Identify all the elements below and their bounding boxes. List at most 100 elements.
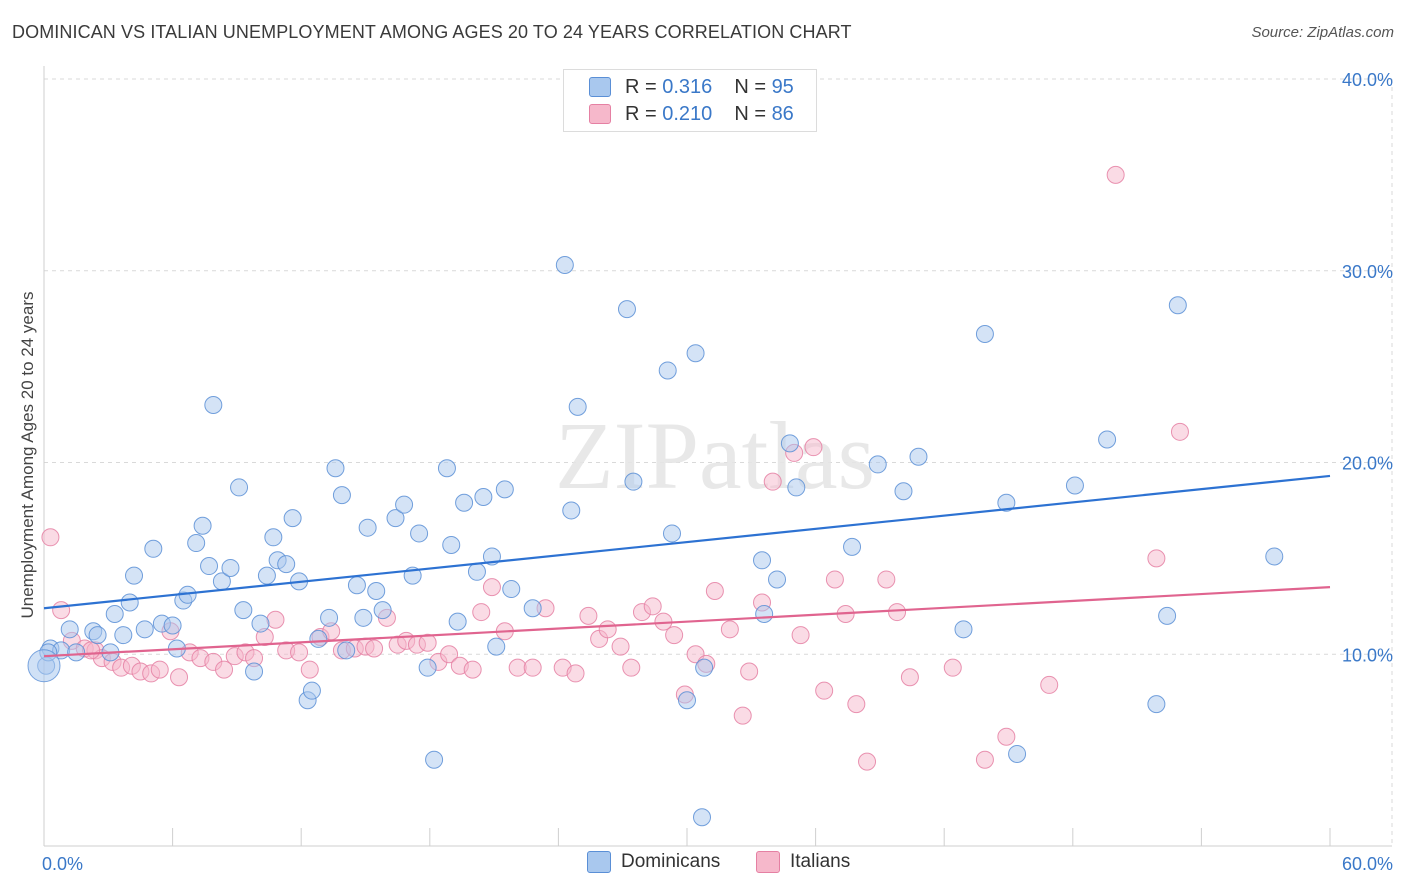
dominicans-point [245, 662, 264, 681]
italians-point [825, 570, 844, 589]
italians-point [1106, 165, 1125, 184]
dominicans-point [843, 537, 862, 556]
italians-point [877, 570, 896, 589]
dominicans-points [27, 255, 1284, 827]
italians-r-value: 0.210 [662, 102, 713, 125]
dominicans-point [755, 604, 774, 623]
italians-legend-swatch [756, 851, 780, 873]
dominicans-point [562, 501, 581, 520]
dominicans-point [768, 570, 787, 589]
dominicans-point [954, 620, 973, 639]
dominicans-point [617, 300, 636, 319]
dominicans-point [662, 524, 681, 543]
dominicans-legend-swatch [587, 851, 611, 873]
dominicans-point [187, 534, 206, 553]
dominicans-point [753, 551, 772, 570]
dominicans-point [975, 325, 994, 344]
dominicans-point [337, 641, 356, 660]
dominicans-point [395, 495, 414, 514]
legend-row-italians: R = 0.210 N = 86 [589, 102, 794, 126]
dominicans-point [1168, 296, 1187, 315]
italians-point [170, 668, 189, 687]
italians-point [943, 658, 962, 677]
italians-point [365, 639, 384, 658]
italians-point [705, 581, 724, 600]
dominicans-point [347, 576, 366, 595]
dominicans-point [1098, 430, 1117, 449]
italians-point [566, 664, 585, 683]
dominicans-swatch [589, 77, 611, 97]
dominicans-point [88, 626, 107, 645]
r-label: R = [625, 102, 657, 125]
italians-point [611, 637, 630, 656]
italians-point [1040, 675, 1059, 694]
italians-point [463, 660, 482, 679]
dominicans-point [467, 562, 486, 581]
italians-point [523, 658, 542, 677]
dominicans-point [1147, 695, 1166, 714]
dominicans-point [257, 566, 276, 585]
dominicans-point [523, 599, 542, 618]
chart-title: DOMINICAN VS ITALIAN UNEMPLOYMENT AMONG … [12, 22, 852, 42]
italians-point [622, 658, 641, 677]
dominicans-point [200, 557, 219, 576]
dominicans-point [277, 555, 296, 574]
dominicans-point [555, 255, 574, 274]
dominicans-point [251, 614, 270, 633]
italians-point [472, 603, 491, 622]
dominicans-point [686, 344, 705, 363]
italians-point [858, 752, 877, 771]
italians-point [579, 606, 598, 625]
dominicans-point [332, 486, 351, 505]
dominicans-point [193, 516, 212, 535]
trend-lines [43, 474, 1331, 658]
italians-point [763, 472, 782, 491]
dominicans-point [495, 480, 514, 499]
dominicans-point [358, 518, 377, 537]
y-tick-label: 40.0% [1342, 70, 1393, 90]
italians-point [300, 660, 319, 679]
dominicans-r-value: 0.316 [662, 75, 713, 98]
dominicans-point [624, 472, 643, 491]
dominicans-point [442, 535, 461, 554]
italians-point [733, 706, 752, 725]
italians-point [52, 601, 71, 620]
r-label: R = [625, 75, 657, 98]
dominicans-point [437, 459, 456, 478]
dominicans-point [693, 808, 712, 827]
legend-label-dominicans: Dominicans [621, 851, 721, 872]
dominicans-point [60, 620, 79, 639]
italians-point [41, 528, 60, 547]
dominicans-point [1158, 606, 1177, 625]
dominicans-point [230, 478, 249, 497]
y-tick-label: 20.0% [1342, 454, 1393, 474]
dominicans-point [234, 601, 253, 620]
italians-point [1147, 549, 1166, 568]
dominicans-point [67, 643, 86, 662]
dominicans-point [1065, 476, 1084, 495]
dominicans-point [909, 447, 928, 466]
italians-point [804, 438, 823, 457]
dominicans-point [125, 566, 144, 585]
italians-point [900, 668, 919, 687]
dominicans-point [144, 539, 163, 558]
dominicans-point [283, 509, 302, 528]
italians-swatch [589, 104, 611, 124]
legend-item-dominicans: Dominicans [587, 851, 720, 873]
italians-point [1170, 422, 1189, 441]
italians-point [975, 750, 994, 769]
dominicans-point [27, 649, 61, 683]
dominicans-point [114, 626, 133, 645]
dominicans-point [418, 658, 437, 677]
dominicans-point [320, 608, 339, 627]
legend-row-dominicans: R = 0.316 N = 95 [589, 75, 794, 99]
italians-point [740, 662, 759, 681]
italians-n-value: 86 [771, 102, 794, 125]
italians-point [598, 620, 617, 639]
dominicans-point [997, 493, 1016, 512]
italians-point [440, 645, 459, 664]
axes [43, 66, 1392, 847]
italians-point [266, 610, 285, 629]
y-axis-label: Unemployment Among Ages 20 to 24 years [18, 291, 37, 619]
